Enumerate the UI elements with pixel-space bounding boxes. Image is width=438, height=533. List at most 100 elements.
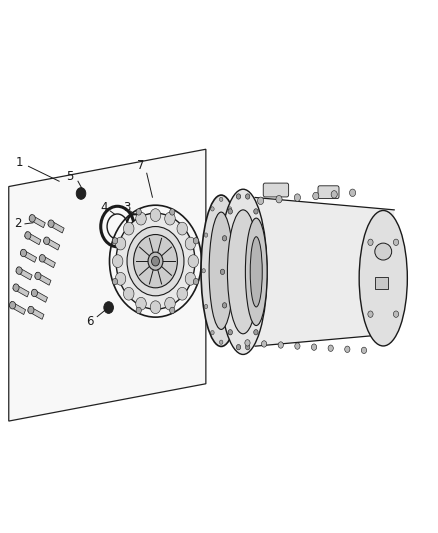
Circle shape: [113, 278, 118, 285]
Circle shape: [136, 297, 146, 310]
Circle shape: [219, 197, 223, 201]
Ellipse shape: [250, 237, 262, 307]
Circle shape: [124, 222, 134, 235]
Circle shape: [44, 237, 50, 245]
Circle shape: [350, 189, 356, 197]
Polygon shape: [29, 215, 45, 228]
Circle shape: [150, 301, 161, 313]
Circle shape: [193, 238, 198, 244]
Circle shape: [28, 306, 34, 314]
Circle shape: [10, 302, 16, 309]
Circle shape: [228, 329, 233, 335]
Circle shape: [295, 343, 300, 349]
Circle shape: [258, 197, 264, 205]
Polygon shape: [13, 284, 29, 297]
Circle shape: [204, 233, 208, 237]
Ellipse shape: [359, 211, 407, 346]
Circle shape: [361, 347, 367, 353]
Circle shape: [136, 212, 146, 225]
Circle shape: [165, 212, 175, 225]
Circle shape: [245, 340, 250, 346]
Polygon shape: [10, 302, 25, 314]
Circle shape: [261, 341, 267, 347]
Polygon shape: [255, 198, 394, 346]
Polygon shape: [25, 232, 41, 245]
Text: 5: 5: [67, 171, 74, 183]
Circle shape: [185, 272, 196, 285]
Circle shape: [115, 272, 126, 285]
FancyBboxPatch shape: [263, 183, 289, 197]
Polygon shape: [21, 249, 36, 262]
Circle shape: [204, 304, 208, 309]
Circle shape: [259, 236, 264, 241]
Circle shape: [211, 330, 214, 335]
Polygon shape: [48, 220, 64, 233]
Circle shape: [261, 269, 266, 274]
Circle shape: [294, 194, 300, 201]
Circle shape: [393, 239, 399, 246]
Circle shape: [311, 344, 317, 350]
Polygon shape: [44, 237, 60, 250]
Circle shape: [245, 194, 250, 199]
Circle shape: [39, 255, 46, 262]
FancyBboxPatch shape: [318, 186, 339, 199]
Circle shape: [313, 192, 319, 200]
Circle shape: [13, 284, 19, 292]
Circle shape: [235, 233, 238, 237]
Circle shape: [237, 344, 241, 350]
Polygon shape: [28, 306, 44, 319]
Circle shape: [276, 196, 282, 203]
Text: 7: 7: [137, 159, 145, 172]
Circle shape: [35, 272, 41, 280]
Text: 1: 1: [16, 156, 24, 169]
Circle shape: [228, 330, 232, 335]
Polygon shape: [32, 289, 47, 302]
Circle shape: [259, 303, 264, 308]
Ellipse shape: [375, 243, 392, 260]
Polygon shape: [9, 149, 206, 421]
Text: 3: 3: [124, 201, 131, 214]
Circle shape: [21, 249, 27, 257]
Circle shape: [29, 215, 35, 222]
Circle shape: [124, 287, 134, 300]
Circle shape: [165, 297, 175, 310]
Circle shape: [113, 255, 123, 268]
Ellipse shape: [201, 195, 241, 346]
Circle shape: [170, 307, 175, 313]
Circle shape: [188, 255, 198, 268]
Circle shape: [25, 232, 31, 239]
Text: 6: 6: [86, 315, 94, 328]
Circle shape: [328, 345, 333, 351]
Circle shape: [193, 278, 198, 285]
Circle shape: [237, 194, 241, 199]
Circle shape: [368, 239, 373, 246]
Circle shape: [116, 213, 195, 309]
Ellipse shape: [219, 189, 267, 354]
Circle shape: [152, 256, 159, 266]
Text: 2: 2: [14, 217, 21, 230]
Circle shape: [223, 236, 227, 241]
Circle shape: [32, 289, 38, 297]
Circle shape: [254, 209, 258, 214]
Polygon shape: [35, 272, 51, 285]
Circle shape: [150, 209, 161, 222]
Ellipse shape: [209, 212, 233, 329]
Circle shape: [245, 344, 250, 350]
Circle shape: [220, 269, 225, 274]
Ellipse shape: [227, 210, 259, 334]
Circle shape: [185, 237, 196, 250]
Circle shape: [393, 311, 399, 317]
Circle shape: [254, 329, 258, 335]
Circle shape: [228, 209, 233, 214]
Circle shape: [136, 209, 141, 215]
Circle shape: [278, 342, 283, 348]
Circle shape: [136, 307, 141, 313]
Circle shape: [48, 220, 54, 228]
FancyBboxPatch shape: [375, 277, 388, 289]
Circle shape: [202, 269, 205, 273]
Polygon shape: [16, 267, 32, 280]
Circle shape: [223, 303, 227, 308]
Text: 4: 4: [100, 201, 108, 214]
Circle shape: [237, 269, 240, 273]
Circle shape: [177, 222, 187, 235]
